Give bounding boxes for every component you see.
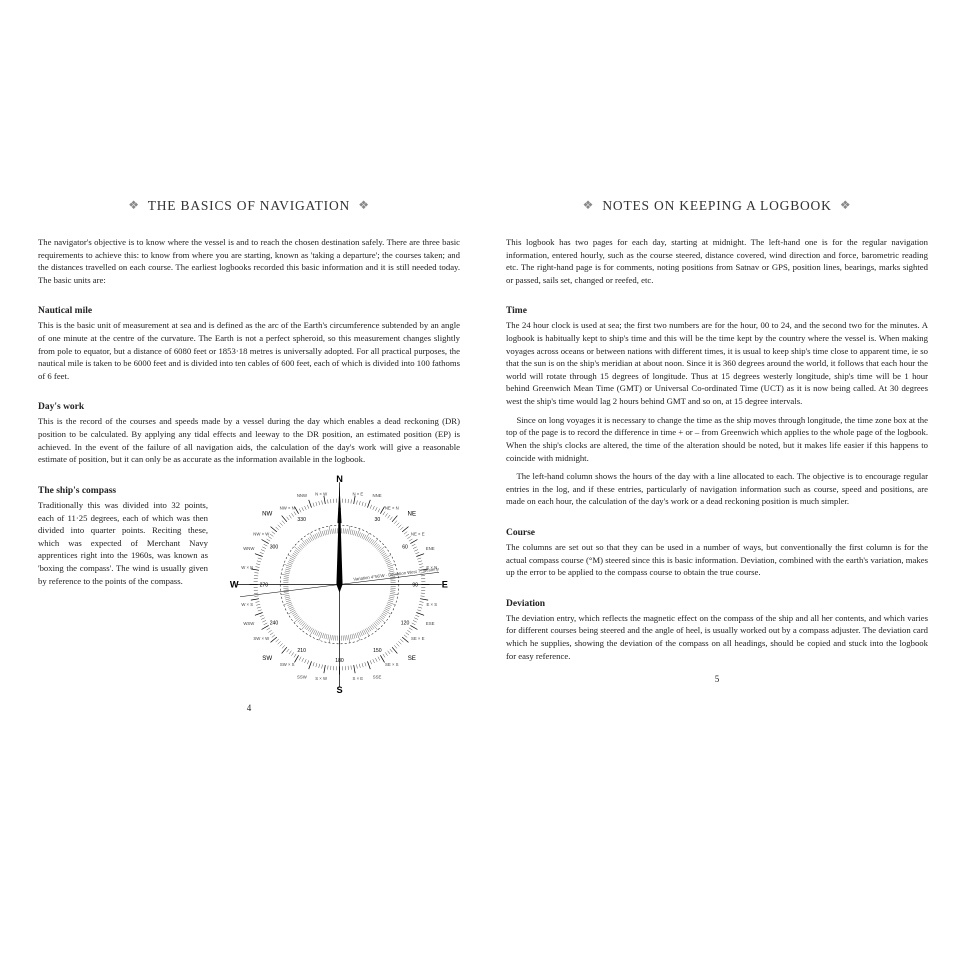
svg-text:60: 60 bbox=[402, 545, 408, 551]
svg-text:N: N bbox=[336, 474, 343, 484]
ornament-icon: ❖ bbox=[124, 198, 144, 212]
svg-text:SSW: SSW bbox=[297, 674, 308, 679]
svg-text:300: 300 bbox=[269, 545, 278, 551]
svg-text:S × E: S × E bbox=[352, 676, 363, 681]
svg-text:330: 330 bbox=[297, 517, 306, 523]
section-para: This is the record of the courses and sp… bbox=[38, 415, 460, 465]
svg-text:SSE: SSE bbox=[372, 674, 381, 679]
svg-text:SW: SW bbox=[262, 655, 272, 662]
section-para: This is the basic unit of measurement at… bbox=[38, 319, 460, 382]
svg-text:E × S: E × S bbox=[426, 602, 437, 607]
svg-text:W × N: W × N bbox=[241, 565, 253, 570]
svg-text:NNE: NNE bbox=[372, 493, 381, 498]
svg-text:30: 30 bbox=[374, 517, 380, 523]
section-heading: The ship's compass bbox=[38, 486, 208, 496]
svg-text:NW × N: NW × N bbox=[279, 505, 294, 510]
svg-text:SE: SE bbox=[407, 655, 415, 662]
svg-text:ENE: ENE bbox=[425, 546, 434, 551]
svg-text:S × W: S × W bbox=[315, 676, 328, 681]
svg-text:NNW: NNW bbox=[296, 493, 307, 498]
page-spread: ❖ THE BASICS OF NAVIGATION ❖ The navigat… bbox=[38, 198, 928, 758]
compass-section: The ship's compass Traditionally this wa… bbox=[38, 472, 460, 697]
svg-text:NE × E: NE × E bbox=[410, 531, 424, 536]
section-para: The columns are set out so that they can… bbox=[506, 541, 928, 579]
svg-text:SW × W: SW × W bbox=[253, 636, 270, 641]
section-para: The 24 hour clock is used at sea; the fi… bbox=[506, 319, 928, 407]
svg-text:150: 150 bbox=[373, 648, 382, 654]
section-heading: Day's work bbox=[38, 402, 460, 412]
left-page: ❖ THE BASICS OF NAVIGATION ❖ The navigat… bbox=[38, 198, 460, 758]
svg-text:120: 120 bbox=[400, 620, 409, 626]
right-title: ❖ NOTES ON KEEPING A LOGBOOK ❖ bbox=[506, 198, 928, 214]
ornament-icon: ❖ bbox=[354, 198, 374, 212]
right-intro: This logbook has two pages for each day,… bbox=[506, 236, 928, 286]
svg-text:W: W bbox=[229, 579, 238, 589]
svg-text:NE × N: NE × N bbox=[384, 505, 398, 510]
svg-text:WNW: WNW bbox=[243, 546, 255, 551]
svg-text:NW: NW bbox=[262, 510, 272, 517]
section-heading: Course bbox=[506, 528, 928, 538]
svg-text:E × N: E × N bbox=[426, 565, 437, 570]
svg-text:E: E bbox=[441, 579, 447, 589]
section-heading: Time bbox=[506, 306, 928, 316]
svg-text:S: S bbox=[336, 685, 342, 695]
svg-text:N × E: N × E bbox=[352, 491, 363, 496]
right-page: ❖ NOTES ON KEEPING A LOGBOOK ❖ This logb… bbox=[506, 198, 928, 758]
svg-text:SE × E: SE × E bbox=[411, 636, 425, 641]
svg-text:NW × W: NW × W bbox=[253, 531, 270, 536]
ornament-icon: ❖ bbox=[836, 198, 856, 212]
right-title-text: NOTES ON KEEPING A LOGBOOK bbox=[602, 198, 831, 213]
section-para: Since on long voyages it is necessary to… bbox=[506, 414, 928, 464]
svg-text:SE × S: SE × S bbox=[385, 662, 399, 667]
compass-figure: 0306090120150180210240270300330 Variatio… bbox=[218, 472, 460, 697]
left-title: ❖ THE BASICS OF NAVIGATION ❖ bbox=[38, 198, 460, 214]
svg-text:90: 90 bbox=[412, 582, 418, 588]
svg-text:270: 270 bbox=[259, 582, 268, 588]
svg-text:N × W: N × W bbox=[315, 491, 328, 496]
svg-text:WSW: WSW bbox=[243, 621, 255, 626]
svg-text:240: 240 bbox=[269, 620, 278, 626]
ornament-icon: ❖ bbox=[579, 198, 599, 212]
svg-text:ESE: ESE bbox=[425, 621, 434, 626]
left-title-text: THE BASICS OF NAVIGATION bbox=[148, 198, 350, 213]
section-para: Traditionally this was divided into 32 p… bbox=[38, 499, 208, 587]
page-number: 5 bbox=[506, 674, 928, 684]
compass-rose-icon: 0306090120150180210240270300330 Variatio… bbox=[227, 472, 452, 697]
svg-text:SW × S: SW × S bbox=[279, 662, 294, 667]
section-heading: Deviation bbox=[506, 599, 928, 609]
svg-text:W × S: W × S bbox=[241, 602, 253, 607]
left-intro: The navigator's objective is to know whe… bbox=[38, 236, 460, 286]
svg-text:210: 210 bbox=[297, 648, 306, 654]
section-para: The deviation entry, which reflects the … bbox=[506, 612, 928, 662]
svg-text:NE: NE bbox=[407, 510, 416, 517]
section-heading: Nautical mile bbox=[38, 306, 460, 316]
section-para: The left-hand column shows the hours of … bbox=[506, 470, 928, 508]
page-number: 4 bbox=[38, 703, 460, 713]
